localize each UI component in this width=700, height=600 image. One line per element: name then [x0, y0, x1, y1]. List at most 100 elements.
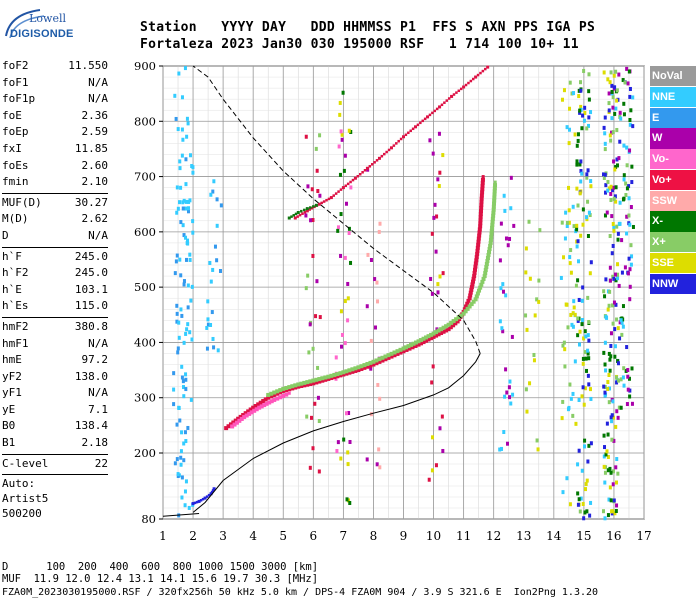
- noise-mark: [376, 299, 380, 304]
- param-value: 2.18: [81, 436, 109, 450]
- data-point: [417, 343, 421, 347]
- noise-mark: [316, 365, 320, 370]
- echo-point: [474, 258, 479, 263]
- noise-mark: [618, 336, 622, 341]
- noise-mark: [615, 409, 619, 414]
- noise-mark: [565, 224, 569, 229]
- echo-point: [332, 372, 337, 377]
- x-tick-label: 1: [159, 529, 167, 543]
- noise-mark: [585, 215, 589, 220]
- noise-mark: [603, 470, 607, 475]
- noise-mark: [629, 205, 633, 210]
- noise-mark: [611, 222, 615, 227]
- noise-mark: [616, 326, 620, 331]
- noise-mark: [626, 387, 630, 392]
- noise-mark: [606, 307, 610, 312]
- echo-point: [329, 373, 334, 378]
- data-point: [197, 499, 201, 503]
- noise-mark: [611, 482, 615, 487]
- echo-point: [335, 374, 340, 379]
- x-tick-label: 11: [456, 529, 471, 543]
- noise-mark: [581, 285, 585, 290]
- echo-point: [347, 368, 352, 373]
- x-tick-label: 8: [370, 529, 378, 543]
- noise-mark: [565, 220, 569, 225]
- noise-mark: [580, 126, 584, 131]
- noise-mark: [568, 261, 572, 266]
- y-tick-label: 200: [134, 446, 156, 460]
- data-point: [365, 166, 369, 170]
- echo-point: [426, 337, 431, 342]
- noise-mark: [575, 186, 579, 191]
- noise-mark: [631, 224, 635, 229]
- echo-point: [323, 375, 328, 380]
- noise-mark: [376, 382, 380, 387]
- echo-point: [477, 230, 482, 235]
- echo-point: [308, 379, 313, 384]
- noise-mark: [579, 80, 583, 85]
- legend-item-w: W: [650, 128, 696, 149]
- noise-mark: [578, 162, 582, 167]
- noise-mark: [184, 479, 188, 484]
- noise-mark: [603, 390, 607, 395]
- echo-point: [478, 285, 483, 290]
- noise-mark: [318, 133, 322, 138]
- echo-point: [309, 206, 312, 209]
- echo-point: [480, 180, 485, 185]
- echo-point: [284, 392, 289, 397]
- echo-point: [362, 363, 367, 368]
- noise-mark: [176, 127, 180, 132]
- echo-point: [466, 298, 471, 303]
- noise-mark: [606, 513, 610, 518]
- echo-point: [368, 363, 373, 368]
- data-point: [426, 115, 430, 119]
- data-point: [314, 203, 318, 207]
- data-point: [371, 363, 375, 367]
- noise-mark: [441, 153, 445, 158]
- noise-mark: [589, 441, 593, 446]
- noise-mark: [211, 336, 215, 341]
- header-line-1: Station YYYY DAY DDD HHMMSS P1 FFS S AXN…: [140, 20, 596, 35]
- noise-mark: [506, 243, 510, 248]
- data-point: [417, 339, 421, 343]
- echo-point: [254, 407, 259, 412]
- param-row-ye: yE 7.1: [2, 402, 108, 419]
- noise-mark: [615, 457, 619, 462]
- noise-mark: [608, 368, 612, 373]
- noise-mark: [568, 127, 572, 132]
- echo-point: [492, 198, 497, 203]
- noise-mark: [576, 462, 580, 467]
- noise-mark: [630, 254, 634, 259]
- noise-mark: [560, 416, 564, 421]
- echo-point: [473, 261, 478, 266]
- echo-point: [459, 87, 463, 91]
- noise-mark: [527, 219, 531, 224]
- legend-item-ssw: SSW: [650, 190, 696, 211]
- noise-mark: [313, 401, 317, 406]
- echo-point: [338, 373, 343, 378]
- noise-mark: [188, 198, 192, 203]
- echo-point: [281, 393, 286, 398]
- echo-point: [299, 381, 304, 386]
- noise-mark: [587, 97, 591, 102]
- noise-mark: [629, 262, 633, 267]
- noise-mark: [585, 172, 589, 177]
- noise-mark: [335, 449, 339, 454]
- noise-mark: [189, 298, 193, 303]
- noise-mark: [628, 94, 632, 99]
- param-name: h`E: [2, 282, 22, 296]
- noise-mark: [587, 338, 591, 343]
- noise-mark: [584, 487, 588, 492]
- noise-mark: [175, 422, 179, 427]
- param-value: N/A: [88, 336, 108, 350]
- header-line-2: Fortaleza 2023 Jan30 030 195000 RSF 1 71…: [140, 37, 579, 52]
- echo-point: [473, 267, 478, 272]
- noise-mark: [619, 318, 623, 323]
- noise-mark: [621, 375, 625, 380]
- noise-mark: [622, 112, 626, 117]
- param-row-foep: foEp 2.59: [2, 124, 108, 141]
- noise-mark: [182, 198, 186, 203]
- x-tick-label: 14: [546, 529, 562, 543]
- noise-mark: [343, 153, 347, 158]
